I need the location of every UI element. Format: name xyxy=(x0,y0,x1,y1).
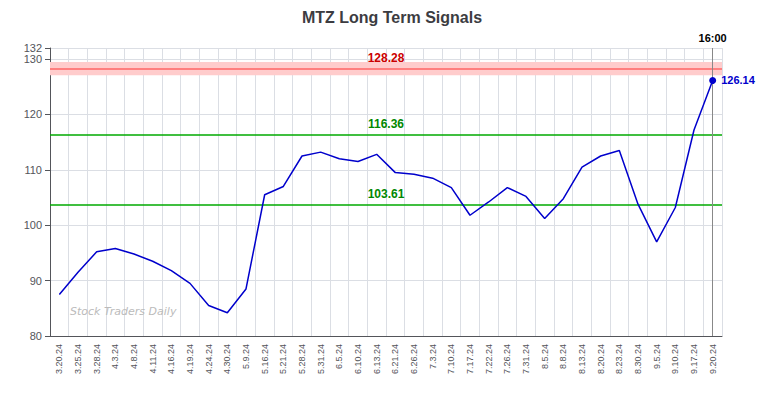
svg-text:16:00: 16:00 xyxy=(699,32,727,44)
svg-text:4.30.24: 4.30.24 xyxy=(222,344,232,374)
svg-text:126.14: 126.14 xyxy=(721,74,756,86)
svg-text:9.10.24: 9.10.24 xyxy=(670,344,680,374)
svg-text:8.23.24: 8.23.24 xyxy=(614,344,624,374)
svg-text:5.9.24: 5.9.24 xyxy=(241,344,251,369)
svg-text:5.31.24: 5.31.24 xyxy=(316,344,326,374)
svg-text:9.20.24: 9.20.24 xyxy=(708,344,718,374)
svg-text:MTZ Long Term Signals: MTZ Long Term Signals xyxy=(302,9,482,26)
svg-text:3.28.24: 3.28.24 xyxy=(92,344,102,374)
svg-text:5.21.24: 5.21.24 xyxy=(278,344,288,374)
svg-text:5.28.24: 5.28.24 xyxy=(297,344,307,374)
svg-text:7.26.24: 7.26.24 xyxy=(502,344,512,374)
svg-text:8.13.24: 8.13.24 xyxy=(577,344,587,374)
svg-text:3.25.24: 3.25.24 xyxy=(73,344,83,374)
svg-text:Stock Traders Daily: Stock Traders Daily xyxy=(70,305,177,318)
svg-text:80: 80 xyxy=(30,330,42,342)
svg-text:3.20.24: 3.20.24 xyxy=(54,344,64,374)
svg-text:120: 120 xyxy=(24,108,42,120)
svg-text:4.16.24: 4.16.24 xyxy=(166,344,176,374)
svg-text:110: 110 xyxy=(24,164,42,176)
svg-text:8.5.24: 8.5.24 xyxy=(540,344,550,369)
svg-text:4.19.24: 4.19.24 xyxy=(185,344,195,374)
svg-text:4.11.24: 4.11.24 xyxy=(148,344,158,373)
svg-text:6.13.24: 6.13.24 xyxy=(372,344,382,374)
svg-text:4.3.24: 4.3.24 xyxy=(110,344,120,369)
svg-text:4.24.24: 4.24.24 xyxy=(204,344,214,374)
svg-text:6.26.24: 6.26.24 xyxy=(409,344,419,374)
svg-text:132: 132 xyxy=(24,42,42,54)
svg-text:8.20.24: 8.20.24 xyxy=(596,344,606,374)
svg-text:4.8.24: 4.8.24 xyxy=(129,344,139,369)
svg-text:6.21.24: 6.21.24 xyxy=(390,344,400,374)
svg-text:8.8.24: 8.8.24 xyxy=(558,344,568,369)
svg-text:5.16.24: 5.16.24 xyxy=(260,344,270,374)
svg-text:9.17.24: 9.17.24 xyxy=(689,344,699,374)
svg-text:130: 130 xyxy=(24,53,42,65)
svg-text:6.5.24: 6.5.24 xyxy=(334,344,344,369)
svg-text:116.36: 116.36 xyxy=(368,117,404,131)
svg-text:6.10.24: 6.10.24 xyxy=(353,344,363,374)
svg-text:7.3.24: 7.3.24 xyxy=(428,344,438,369)
svg-text:8.30.24: 8.30.24 xyxy=(633,344,643,374)
svg-text:7.31.24: 7.31.24 xyxy=(521,344,531,374)
svg-text:9.5.24: 9.5.24 xyxy=(652,344,662,369)
svg-text:90: 90 xyxy=(30,275,42,287)
svg-text:7.22.24: 7.22.24 xyxy=(484,344,494,374)
svg-text:7.17.24: 7.17.24 xyxy=(465,344,475,374)
svg-text:7.10.24: 7.10.24 xyxy=(446,344,456,374)
svg-text:103.61: 103.61 xyxy=(368,187,405,201)
svg-text:100: 100 xyxy=(24,219,42,231)
svg-text:128.28: 128.28 xyxy=(368,51,405,65)
